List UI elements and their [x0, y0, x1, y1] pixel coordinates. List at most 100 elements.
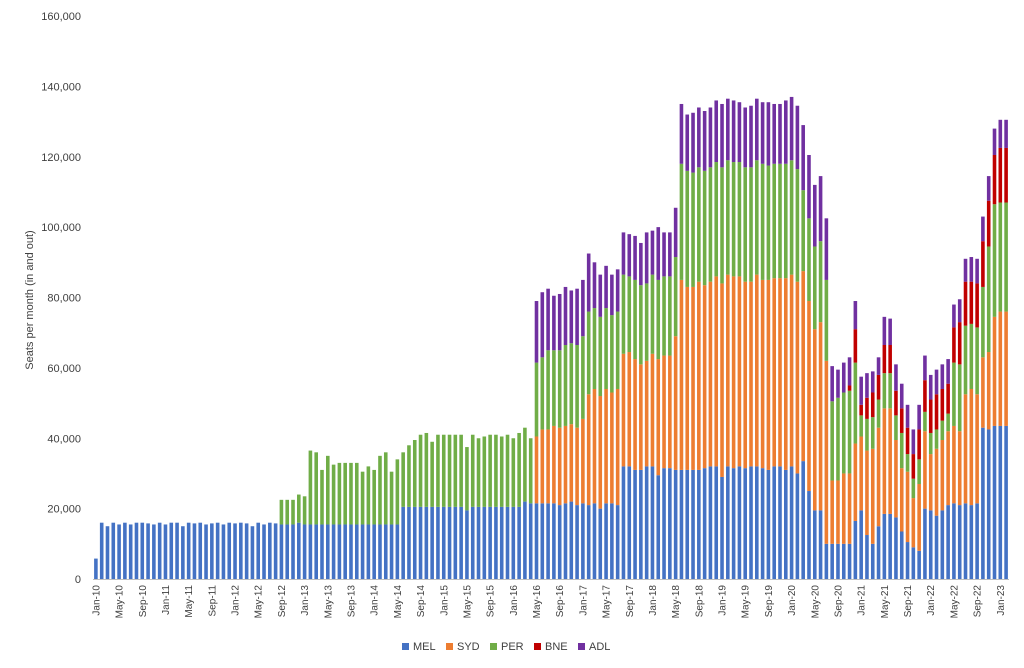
x-tick-label: Sep-22 [973, 585, 984, 618]
bar-segment-per [778, 163, 782, 279]
bar-segment-mel [401, 506, 405, 579]
bar-segment-per [772, 163, 776, 279]
bar-segment-bne [952, 327, 956, 363]
bar-segment-per [488, 434, 492, 507]
bar-segment-mel [424, 506, 429, 579]
bar-segment-mel [784, 469, 788, 579]
bar-segment-bne [992, 154, 997, 205]
bar-segment-adl [575, 288, 579, 345]
bar-segment-syd [534, 436, 539, 504]
bar-segment-syd [876, 427, 881, 527]
bar-segment-mel [824, 543, 829, 579]
bar-segment-per [343, 462, 347, 525]
bar-segment-syd [563, 425, 568, 504]
bar-segment-mel [615, 505, 620, 579]
bar-segment-mel [117, 524, 121, 579]
bar-segment-mel [320, 524, 324, 579]
x-tick-label: Jan-14 [370, 585, 381, 616]
bar-segment-syd [552, 425, 556, 504]
bar-segment-mel [256, 522, 261, 579]
bar-segment-bne [928, 399, 933, 433]
bar-segment-mel [482, 506, 487, 579]
x-tick-label: Sep-10 [138, 585, 149, 618]
bar-segment-per [801, 190, 805, 272]
bar-segment-mel [691, 469, 695, 579]
bar-segment-mel [204, 524, 208, 579]
bar-segment-per [326, 455, 330, 525]
bar-segment-per [314, 452, 318, 525]
bar-segment-mel [911, 547, 916, 579]
bar-segment-mel [812, 510, 817, 579]
x-tick-label: Sep-13 [346, 585, 357, 618]
bar-segment-adl [801, 125, 805, 191]
bar-segment-per [957, 364, 962, 432]
bar-segment-bne [986, 200, 991, 247]
bar-segment-mel [714, 466, 719, 579]
bar-segment-per [911, 478, 916, 499]
bar-segment-per [523, 427, 527, 502]
bar-segment-syd [581, 418, 585, 504]
bar-segment-mel [841, 543, 846, 579]
bar-segment-per [424, 432, 429, 507]
bar-segment-per [865, 418, 869, 451]
bar-segment-per [552, 350, 556, 426]
bar-segment-bne [870, 392, 875, 418]
bar-segment-per [302, 496, 307, 525]
bar-segment-adl [981, 216, 985, 242]
bar-segment-per [383, 452, 388, 525]
bar-segment-per [372, 469, 376, 525]
legend-swatch [446, 643, 453, 650]
bar-segment-per [755, 160, 759, 275]
bar-segment-mel [726, 466, 730, 579]
bar-segment-syd [633, 359, 637, 470]
bar-segment-per [807, 218, 811, 302]
bar-segment-per [882, 373, 887, 409]
bar-segment-mel [302, 524, 307, 579]
bar-segment-syd [697, 281, 701, 470]
bar-segment-mel [157, 522, 162, 579]
bar-segment-adl [986, 176, 991, 201]
bar-segment-per [818, 241, 823, 323]
bar-segment-mel [412, 506, 417, 579]
bar-segment-syd [940, 440, 945, 511]
bar-segment-adl [639, 242, 643, 286]
legend-item-per: PER [490, 641, 524, 653]
bar-segment-per [830, 401, 834, 481]
legend-swatch [402, 643, 409, 650]
bar-segment-adl [621, 232, 626, 275]
bar-segment-mel [534, 503, 539, 579]
x-tick-label: Sep-19 [764, 585, 775, 618]
x-tick-label: Sep-14 [416, 585, 427, 618]
bar-segment-syd [923, 431, 927, 509]
bar-segment-mel [273, 523, 278, 579]
bar-segment-adl [882, 316, 887, 345]
bar-segment-mel [389, 524, 394, 579]
bar-segment-syd [691, 286, 695, 470]
x-tick-label: Sep-11 [207, 585, 218, 617]
bar-segment-mel [650, 466, 655, 579]
bar-segment-adl [928, 374, 933, 400]
bar-segment-per [963, 325, 968, 395]
bar-segment-adl [1004, 119, 1008, 148]
bar-segment-per [720, 167, 724, 284]
bar-segment-per [784, 163, 788, 279]
bar-segment-adl [969, 257, 974, 282]
bar-segment-adl [946, 359, 950, 384]
bar-segment-bne [963, 281, 968, 326]
bar-segment-adl [552, 295, 556, 351]
bar-segment-mel [453, 506, 458, 579]
bar-segment-per [894, 415, 898, 441]
y-tick-label: 20,000 [47, 504, 81, 516]
legend-label: MEL [413, 641, 436, 653]
bar-segment-mel [963, 503, 968, 579]
bar-segment-per [992, 204, 997, 317]
bar-segment-mel [940, 510, 945, 579]
bar-segment-adl [870, 371, 875, 393]
legend-item-adl: ADL [578, 641, 610, 653]
bar-segment-per [702, 170, 707, 286]
bars [94, 96, 1008, 580]
bar-segment-bne [865, 397, 869, 419]
bar-segment-bne [957, 322, 962, 365]
bar-segment-syd [928, 454, 933, 511]
bar-segment-per [981, 286, 985, 358]
